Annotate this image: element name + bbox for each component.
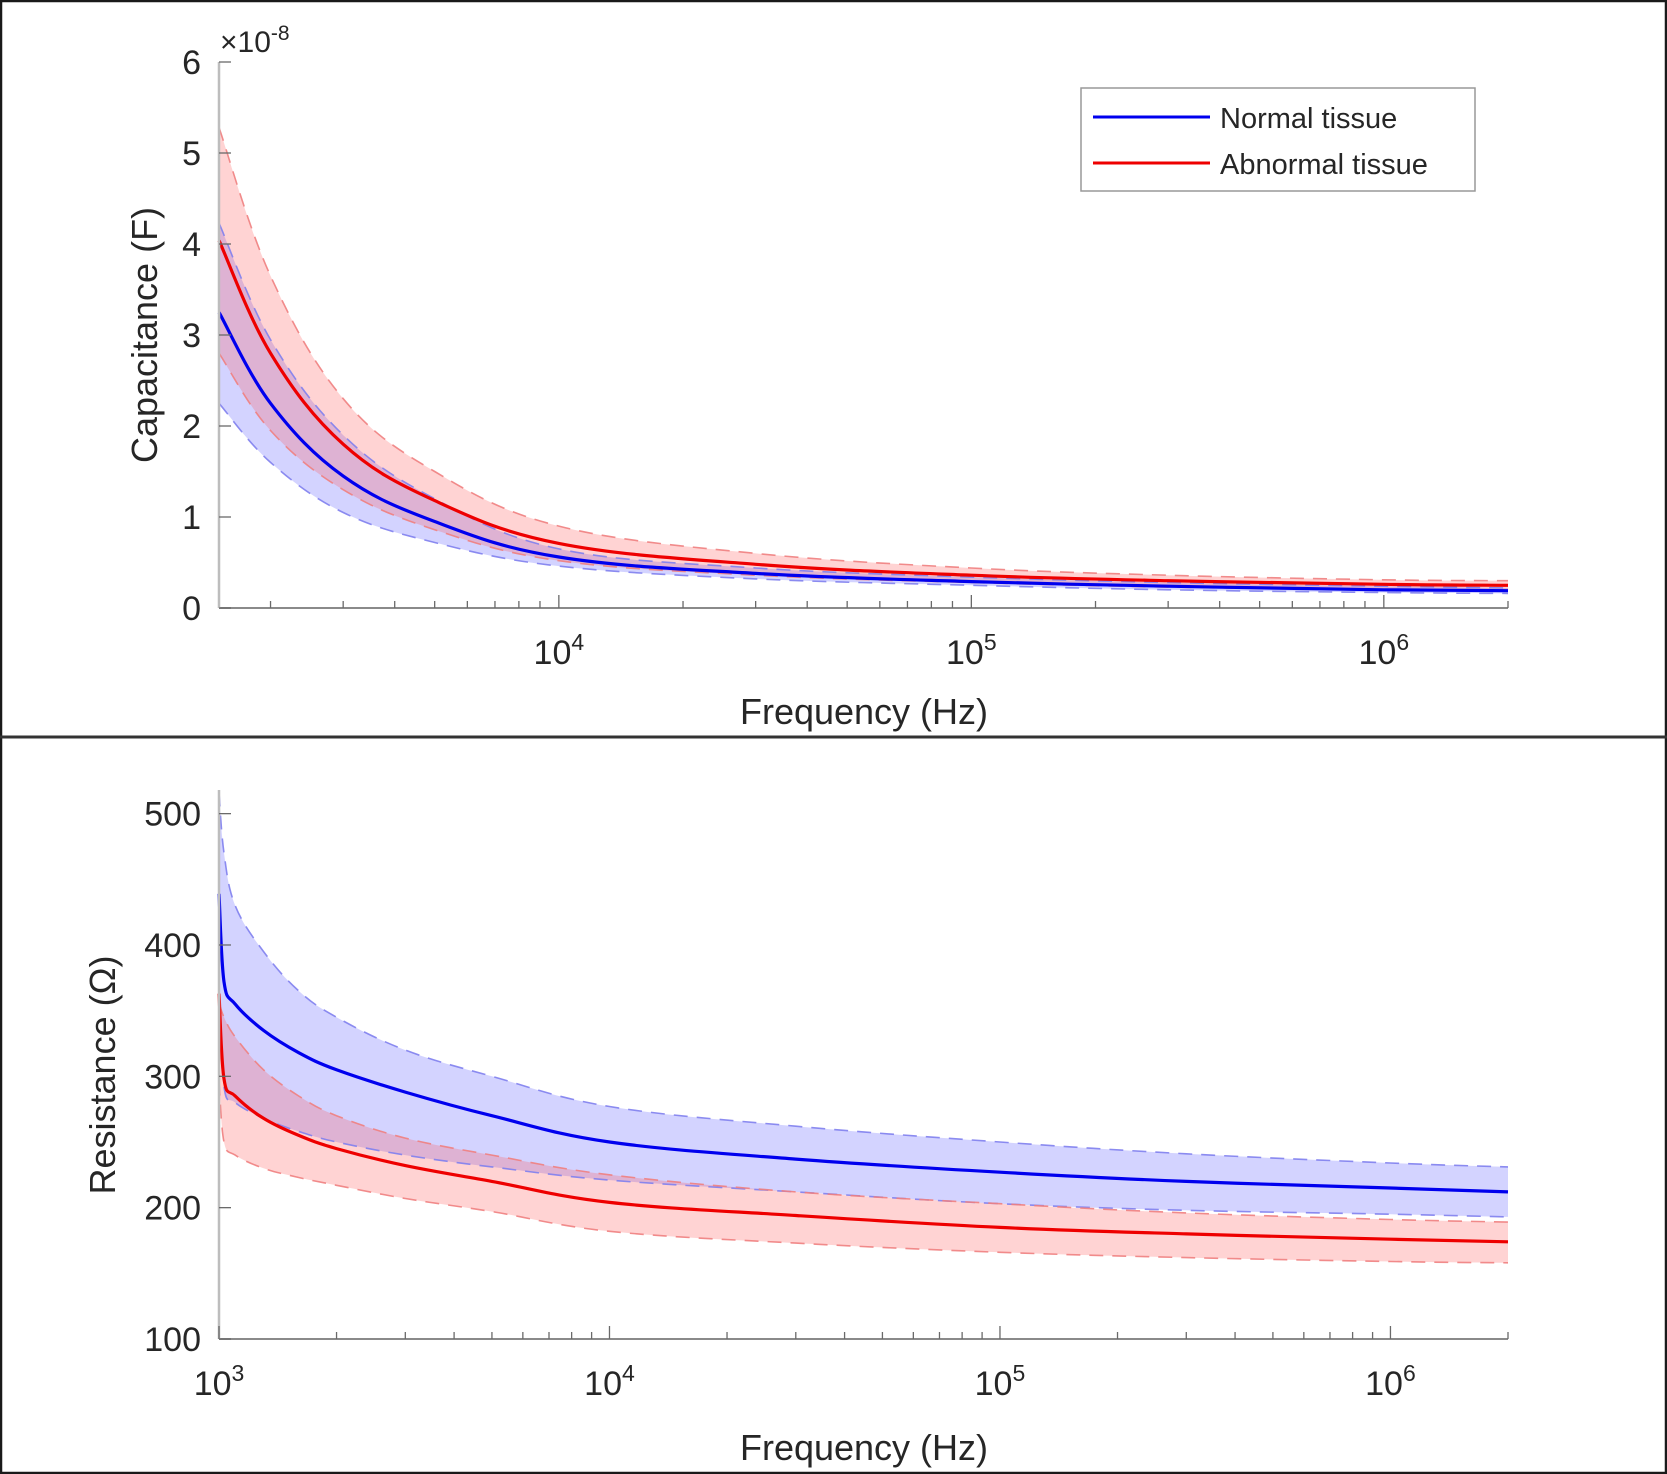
capacitance-lines [217,127,1509,595]
capacitance-x-tick-label: 106 [1359,629,1410,672]
resistance-line-abnormal-tissue [217,993,1509,1244]
resistance-y-tick-label: 500 [144,796,201,834]
capacitance-y-tick-label: 3 [182,317,201,355]
capacitance-tick-labels: 104 105 106 0 1 2 3 4 5 6 [182,44,1409,672]
capacitance-axes [217,61,1509,609]
capacitance-line-abnormal-tissue-lower [218,352,1509,592]
legend: Normal tissue Abnormal tissue [1080,87,1476,192]
resistance-y-tick-label: 300 [144,1058,201,1096]
capacitance-y-axis-label: Capacitance (F) [124,207,165,463]
capacitance-y-tick-label: 6 [182,44,201,82]
capacitance-x-tick-label: 104 [534,629,585,672]
capacitance-x-tick-label: 105 [946,629,997,672]
capacitance-y-tick-label: 4 [182,226,201,264]
resistance-band-normal-tissue [219,792,1508,1217]
capacitance-y-tick-label: 0 [182,590,201,628]
capacitance-line-normal-tissue-lower [218,402,1509,595]
resistance-x-axis-label: Frequency (Hz) [740,1427,988,1468]
capacitance-y-tick-label: 2 [182,408,201,446]
resistance-axes [217,790,1509,1340]
capacitance-line-normal-tissue [217,311,1509,593]
capacitance-y-tick-label: 1 [182,499,201,537]
resistance-x-tick-label: 103 [194,1360,245,1403]
resistance-line-abnormal-tissue-upper [218,1002,1509,1223]
resistance-bands [219,792,1508,1263]
resistance-line-normal-tissue [217,893,1509,1194]
resistance-x-tick-label: 106 [1365,1360,1416,1403]
legend-label-normal: Normal tissue [1220,103,1397,135]
capacitance-x-axis-label: Frequency (Hz) [740,691,988,732]
resistance-tick-labels: 103 104 105 106 100 200 300 400 500 [144,796,1415,1403]
legend-entry-normal[interactable]: Normal tissue [1093,103,1397,135]
resistance-band-abnormal-tissue [219,1002,1508,1263]
resistance-y-tick-label: 200 [144,1190,201,1228]
resistance-lines [217,792,1509,1264]
resistance-line-normal-tissue-lower [218,994,1509,1218]
capacitance-line-normal-tissue-upper [218,222,1509,589]
resistance-line-normal-tissue-upper [218,792,1509,1168]
legend-entry-abnormal[interactable]: Abnormal tissue [1093,149,1428,181]
capacitance-line-abnormal-tissue-upper [218,127,1509,582]
resistance-plot: 103 104 105 106 100 200 300 400 500 Frequency (H… [82,790,1509,1468]
capacitance-y-tick-label: 5 [182,135,201,173]
resistance-y-tick-label: 100 [144,1321,201,1359]
resistance-y-axis-label: Resistance (Ω) [82,956,123,1195]
resistance-line-abnormal-tissue-lower [218,1081,1509,1264]
legend-box [1080,87,1476,192]
legend-label-abnormal: Abnormal tissue [1220,149,1428,181]
capacitance-y-exponent: ×10-8 [220,22,290,59]
resistance-x-tick-label: 105 [975,1360,1026,1403]
resistance-y-tick-label: 400 [144,927,201,965]
capacitance-line-abnormal-tissue [217,239,1509,587]
resistance-x-tick-label: 104 [584,1360,635,1403]
capacitance-plot: 104 105 106 0 1 2 3 4 5 6 ×10-8 Frequency (Hz) Ca… [124,22,1509,732]
